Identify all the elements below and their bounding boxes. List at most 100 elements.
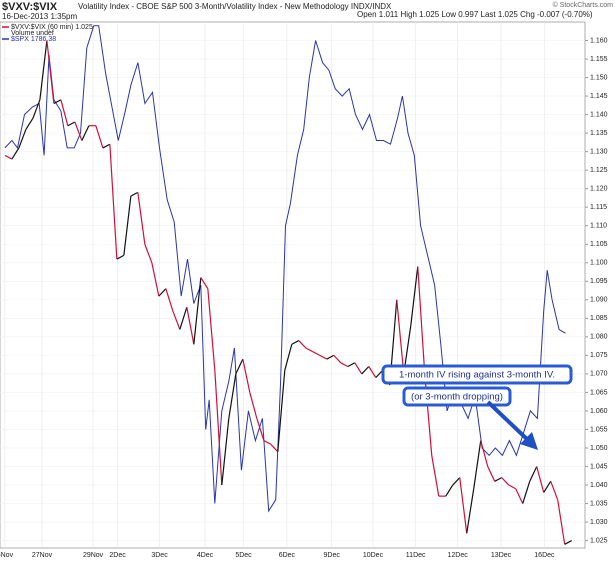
ratio-segment <box>347 362 356 368</box>
ratio-segment <box>46 40 55 104</box>
y-tick-label: 1.115 <box>590 204 607 211</box>
ratio-segment <box>137 192 146 245</box>
ratio-segment <box>291 340 300 345</box>
ratio-segment <box>109 144 118 260</box>
y-tick-label: 1.070 <box>590 371 608 378</box>
y-tick-label: 1.140 <box>590 111 608 118</box>
ratio-segment <box>543 481 552 493</box>
credit: © StockCharts.com <box>553 1 614 9</box>
ratio-segment <box>354 362 363 375</box>
y-tick-label: 1.080 <box>590 334 608 341</box>
ratio-segment <box>445 484 454 497</box>
ratio-segment <box>319 354 328 360</box>
ratio-segment <box>284 344 293 371</box>
ratio-segment <box>144 244 153 263</box>
ratio-segment <box>95 125 104 149</box>
x-tick-label: 27Nov <box>32 552 53 559</box>
plot-frame <box>0 21 586 549</box>
y-tick-label: 1.095 <box>590 278 608 285</box>
annotation-box <box>381 364 573 385</box>
ratio-segment <box>326 354 335 360</box>
ratio-segment <box>207 288 216 371</box>
ratio-segment <box>270 443 279 453</box>
ratio-segment <box>487 466 496 482</box>
y-tick-label: 1.135 <box>590 130 608 137</box>
y-tick-label: 1.065 <box>590 389 608 396</box>
lines <box>4 25 572 545</box>
annotation-arrow <box>486 400 532 444</box>
y-tick-label: 1.110 <box>590 223 607 230</box>
ratio-segment <box>340 362 349 368</box>
ratio-segment <box>179 307 188 330</box>
annotation-text: (or 3-month dropping) <box>411 392 503 403</box>
ratio-segment <box>452 477 461 486</box>
ratio-segment <box>151 262 160 297</box>
ratio-segment <box>529 466 538 482</box>
ratio-segment <box>396 299 405 374</box>
ratio-segment <box>242 358 251 393</box>
x-tick-label: 4Dec <box>197 552 214 559</box>
ratio-segment <box>53 99 62 105</box>
y-tick-label: 1.055 <box>590 426 608 433</box>
ratio-segment <box>368 366 377 378</box>
ratio-segment <box>102 143 111 149</box>
ratio-segment <box>536 466 545 493</box>
y-tick-label: 1.090 <box>590 297 608 304</box>
y-tick-label: 1.160 <box>590 37 608 44</box>
ratio-segment <box>4 154 13 160</box>
y-tick-label: 1.120 <box>590 186 608 193</box>
annotation-text: 1-month IV rising against 3-month IV. <box>399 370 555 381</box>
legend-label: $SPX 1786.38 <box>11 36 56 43</box>
ratio-segment <box>193 277 202 345</box>
y-tick-label: 1.150 <box>590 74 608 81</box>
ratio-segment <box>67 121 76 127</box>
y-tick-label: 1.145 <box>590 93 608 100</box>
annotation-arrowhead <box>520 432 538 450</box>
ratio-segment <box>417 266 426 374</box>
ratio-segment <box>431 455 440 497</box>
y-tick-label: 1.025 <box>590 537 608 544</box>
ratio-segment <box>200 277 209 290</box>
ratio-segment <box>459 477 468 534</box>
annotation: 1-month IV rising against 3-month IV. (o… <box>381 364 573 450</box>
y-tick-label: 1.125 <box>590 167 608 174</box>
ratio-segment <box>522 481 531 504</box>
ratio-segment <box>305 347 314 353</box>
ratio-segment <box>60 99 69 126</box>
ratio-segment <box>466 488 475 534</box>
x-tick-label: 10Dec <box>363 552 384 559</box>
x-tick-label: 9Dec <box>324 552 341 559</box>
ratio-segment <box>550 481 559 501</box>
ratio-segment <box>116 254 125 260</box>
ratio-segment <box>480 440 489 467</box>
y-tick-label: 1.100 <box>590 260 608 267</box>
ratio-segment <box>18 129 27 149</box>
ratio-segment <box>186 307 195 345</box>
x-tick-label: 13Dec <box>491 552 512 559</box>
ratio-segment <box>508 484 517 490</box>
ratio-segment <box>473 440 482 489</box>
ratio-segment <box>81 125 90 141</box>
x-tick-label: 3Dec <box>151 552 168 559</box>
x-tick-label: 6Dec <box>279 552 296 559</box>
ratio-segment <box>361 366 370 375</box>
ratio-segment <box>410 266 419 326</box>
y-tick-label: 1.130 <box>590 148 608 155</box>
ratio-segment <box>172 310 181 330</box>
x-tick-label: 12Dec <box>448 552 469 559</box>
y-tick-label: 1.035 <box>590 500 608 507</box>
legend-label: Volume undef <box>11 30 54 37</box>
legend: $VXV:$VIX (60 min) 1.025 Volume undef $S… <box>2 24 93 43</box>
x-tick-label: 29Nov <box>83 552 104 559</box>
ratio-segment <box>74 121 83 141</box>
x-tick-label: 11Dec <box>406 552 426 559</box>
ratio-segment <box>32 99 41 119</box>
ratio-segment <box>256 418 265 441</box>
date: 16-Dec-2013 1:35pm <box>2 12 77 21</box>
x-tick-label: 16Dec <box>534 552 555 559</box>
ratio-segment <box>165 288 174 312</box>
ratio-segment <box>564 540 572 545</box>
ratio-segment <box>25 117 34 130</box>
